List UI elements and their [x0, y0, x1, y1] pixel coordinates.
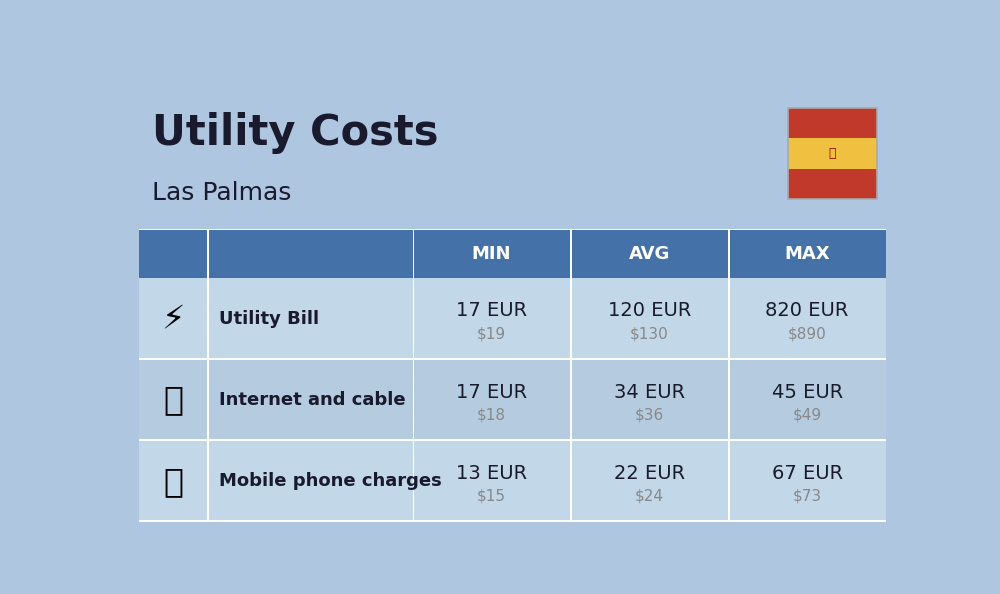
Text: 67 EUR: 67 EUR [772, 464, 843, 483]
Bar [139, 441, 886, 522]
Bar [413, 441, 414, 522]
Bar [570, 229, 572, 279]
Text: $49: $49 [793, 407, 822, 422]
Bar [207, 359, 209, 441]
Text: Las Palmas: Las Palmas [152, 181, 292, 205]
Text: 820 EUR: 820 EUR [765, 301, 849, 320]
Text: Utility Costs: Utility Costs [152, 112, 439, 154]
Text: 17 EUR: 17 EUR [456, 383, 527, 402]
Bar [570, 441, 572, 522]
Text: 22 EUR: 22 EUR [614, 464, 685, 483]
Text: 17 EUR: 17 EUR [456, 301, 527, 320]
Bar [413, 229, 414, 279]
Bar [413, 359, 414, 441]
Text: $130: $130 [630, 326, 669, 341]
Bar [728, 359, 730, 441]
Text: $36: $36 [635, 407, 664, 422]
Text: 45 EUR: 45 EUR [772, 383, 843, 402]
Text: $15: $15 [477, 488, 506, 503]
Text: $19: $19 [477, 326, 506, 341]
Text: ⚡: ⚡ [161, 302, 185, 336]
Text: Internet and cable: Internet and cable [219, 391, 405, 409]
Bar [788, 108, 877, 138]
Bar [139, 439, 886, 441]
Text: AVG: AVG [629, 245, 670, 263]
Bar [570, 279, 572, 359]
Bar [413, 279, 414, 359]
Bar [728, 279, 730, 359]
Bar [207, 279, 209, 359]
Text: $73: $73 [793, 488, 822, 503]
Bar [139, 358, 886, 359]
Text: 📶: 📶 [163, 384, 183, 416]
Text: 📱: 📱 [163, 465, 183, 498]
Text: 34 EUR: 34 EUR [614, 383, 685, 402]
Text: $18: $18 [477, 407, 506, 422]
Bar [788, 138, 877, 169]
Bar [788, 108, 877, 200]
Text: MIN: MIN [472, 245, 511, 263]
Bar [139, 229, 886, 230]
Bar [207, 441, 209, 522]
Text: Mobile phone charges: Mobile phone charges [219, 472, 442, 490]
Bar [728, 441, 730, 522]
Bar [570, 359, 572, 441]
Text: Utility Bill: Utility Bill [219, 310, 319, 328]
Bar [728, 229, 730, 279]
Bar [139, 520, 886, 522]
Text: 13 EUR: 13 EUR [456, 464, 527, 483]
Text: MAX: MAX [784, 245, 830, 263]
Bar [207, 229, 209, 279]
Bar [139, 229, 886, 279]
Bar [139, 359, 886, 441]
Bar [139, 279, 886, 359]
Text: $24: $24 [635, 488, 664, 503]
Bar [788, 169, 877, 200]
Text: 🛡: 🛡 [828, 147, 836, 160]
Text: $890: $890 [788, 326, 827, 341]
Text: 120 EUR: 120 EUR [608, 301, 691, 320]
